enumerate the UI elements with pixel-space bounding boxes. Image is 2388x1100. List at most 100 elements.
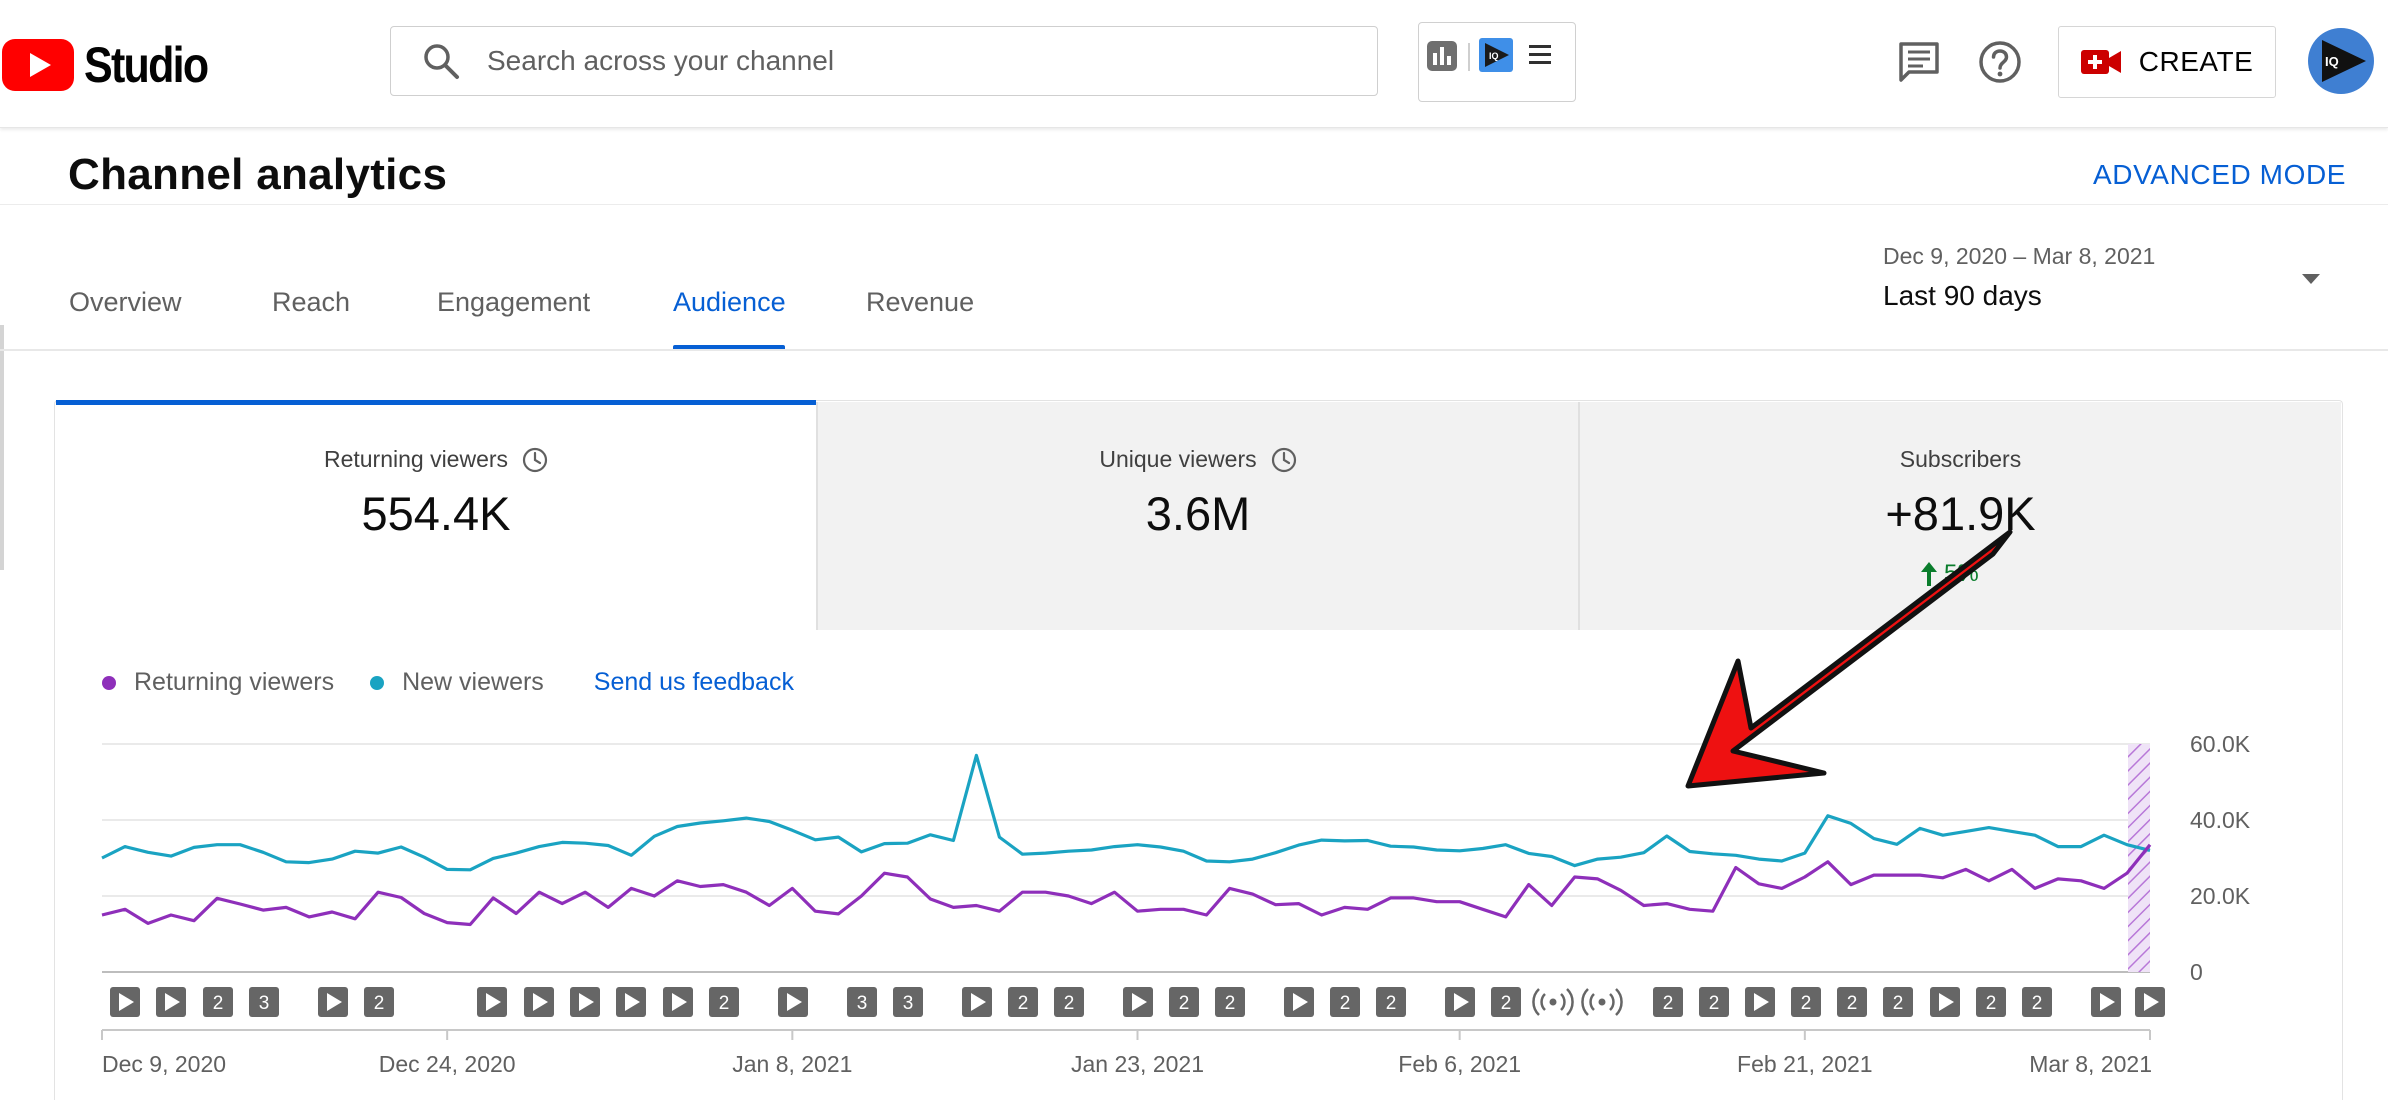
metric-tab-subscribers[interactable]: Subscribers +81.9K <box>1580 402 2341 630</box>
studio-logo[interactable]: Studio <box>2 36 228 94</box>
tab-revenue[interactable]: Revenue <box>866 287 975 317</box>
series-line-returning-viewers[interactable] <box>101 843 2152 927</box>
feedback-icon[interactable] <box>1895 38 1943 86</box>
video-marker-icon[interactable] <box>778 987 808 1017</box>
create-button[interactable]: CREATE <box>2058 26 2276 98</box>
multi-video-marker[interactable]: 3 <box>893 987 923 1017</box>
advanced-mode-button[interactable]: ADVANCED MODE <box>2093 159 2347 190</box>
selected-metric-indicator <box>56 400 816 405</box>
svg-text:IQ: IQ <box>2325 54 2339 69</box>
multi-video-marker[interactable]: 3 <box>249 987 279 1017</box>
metric-separator <box>816 402 818 630</box>
tab-reach[interactable]: Reach <box>272 287 351 317</box>
legend-dot-new <box>370 675 385 690</box>
bar-chart-icon[interactable] <box>1427 41 1457 71</box>
video-marker-icon[interactable] <box>524 987 554 1017</box>
date-range-dates[interactable]: Dec 9, 2020 – Mar 8, 2021 <box>1883 243 2156 269</box>
create-label: CREATE <box>2138 46 2254 77</box>
header-divider <box>0 204 2388 205</box>
tab-audience[interactable]: Audience <box>673 287 786 317</box>
multi-video-marker[interactable]: 2 <box>1837 987 1867 1017</box>
metric-label: Subscribers <box>1899 446 2022 472</box>
series-line-new-viewers[interactable] <box>101 753 2151 872</box>
send-feedback-link[interactable]: Send us feedback <box>593 668 794 696</box>
video-marker-icon[interactable] <box>2091 987 2121 1017</box>
video-marker-icon[interactable] <box>318 987 348 1017</box>
x-tick-label: Dec 24, 2020 <box>379 1051 516 1077</box>
video-marker-icon[interactable] <box>2135 987 2165 1017</box>
multi-video-marker[interactable]: 2 <box>1883 987 1913 1017</box>
legend-new-label[interactable]: New viewers <box>402 668 544 696</box>
arrow-up-icon <box>1921 562 1937 586</box>
multi-video-marker[interactable]: 2 <box>1791 987 1821 1017</box>
metric-value: 3.6M <box>1145 487 1251 540</box>
video-marker-icon[interactable] <box>962 987 992 1017</box>
video-marker-icon[interactable] <box>477 987 507 1017</box>
iq-extension-icon[interactable]: IQ <box>1479 38 1513 72</box>
marker-count: 2 <box>2032 993 2043 1014</box>
video-marker-icon[interactable] <box>570 987 600 1017</box>
legend-dot-returning <box>102 675 116 690</box>
metric-tab-returning-viewers[interactable]: Returning viewers 554.4K <box>56 402 816 630</box>
y-tick-label: 20.0K <box>2190 883 2251 909</box>
video-marker-icon[interactable] <box>110 987 140 1017</box>
multi-video-marker[interactable]: 2 <box>1699 987 1729 1017</box>
tab-engagement[interactable]: Engagement <box>437 287 591 317</box>
video-marker-icon[interactable] <box>663 987 693 1017</box>
marker-count: 3 <box>857 993 868 1014</box>
y-tick-label: 60.0K <box>2190 731 2251 757</box>
menu-icon[interactable] <box>1529 45 1551 64</box>
video-marker-icon[interactable] <box>616 987 646 1017</box>
x-tick-label: Feb 21, 2021 <box>1737 1051 1873 1077</box>
video-marker-icon[interactable] <box>156 987 186 1017</box>
video-marker-icon[interactable] <box>1930 987 1960 1017</box>
multi-video-marker[interactable]: 2 <box>364 987 394 1017</box>
legend-returning-label[interactable]: Returning viewers <box>134 668 335 696</box>
date-range-label[interactable]: Last 90 days <box>1883 280 2042 311</box>
tab-overview[interactable]: Overview <box>69 287 182 317</box>
video-marker-icon[interactable] <box>1284 987 1314 1017</box>
multi-video-marker[interactable]: 2 <box>1653 987 1683 1017</box>
multi-video-marker[interactable]: 2 <box>1330 987 1360 1017</box>
metric-tab-unique-viewers[interactable]: Unique viewers 3.6M <box>818 402 1578 630</box>
multi-video-marker[interactable]: 3 <box>847 987 877 1017</box>
chevron-down-icon[interactable] <box>2300 272 2322 286</box>
search-box[interactable] <box>390 26 1378 96</box>
video-marker-icon[interactable] <box>1745 987 1775 1017</box>
marker-count: 3 <box>903 993 914 1014</box>
subscribers-change-value: 5% <box>1944 560 1979 587</box>
search-icon <box>424 44 459 79</box>
marker-count: 2 <box>374 993 385 1014</box>
multi-video-marker[interactable]: 2 <box>203 987 233 1017</box>
marker-count: 2 <box>1663 993 1674 1014</box>
marker-count: 3 <box>259 993 270 1014</box>
avatar[interactable]: IQ <box>2308 28 2374 94</box>
marker-count: 2 <box>1801 993 1812 1014</box>
multi-video-marker[interactable]: 2 <box>1008 987 1038 1017</box>
y-tick-label: 0 <box>2190 959 2203 985</box>
multi-video-marker[interactable]: 2 <box>1169 987 1199 1017</box>
multi-video-marker[interactable]: 2 <box>709 987 739 1017</box>
multi-video-marker[interactable]: 2 <box>1376 987 1406 1017</box>
x-tick-label: Feb 6, 2021 <box>1398 1051 1521 1077</box>
live-stream-marker-icon[interactable] <box>1581 988 1623 1016</box>
multi-video-marker[interactable]: 2 <box>1491 987 1521 1017</box>
extension-toolbar: IQ <box>1418 22 1576 102</box>
video-camera-icon <box>2080 50 2121 74</box>
help-icon[interactable] <box>1976 38 2024 86</box>
marker-count: 2 <box>1893 993 1904 1014</box>
video-marker-icon[interactable] <box>1445 987 1475 1017</box>
multi-video-marker[interactable]: 2 <box>1215 987 1245 1017</box>
marker-count: 2 <box>213 993 224 1014</box>
multi-video-marker[interactable]: 2 <box>1054 987 1084 1017</box>
multi-video-marker[interactable]: 2 <box>1976 987 2006 1017</box>
chart-legend: Returning viewers New viewers Send us fe… <box>102 668 794 697</box>
search-input[interactable] <box>485 44 1289 78</box>
x-tick-label: Jan 23, 2021 <box>1071 1051 1204 1077</box>
multi-video-marker[interactable]: 2 <box>2022 987 2052 1017</box>
page-title: Channel analytics <box>68 150 448 199</box>
x-tick-label: Mar 8, 2021 <box>2029 1051 2152 1077</box>
video-marker-icon[interactable] <box>1123 987 1153 1017</box>
marker-count: 2 <box>1986 993 1997 1014</box>
live-stream-marker-icon[interactable] <box>1532 988 1574 1016</box>
